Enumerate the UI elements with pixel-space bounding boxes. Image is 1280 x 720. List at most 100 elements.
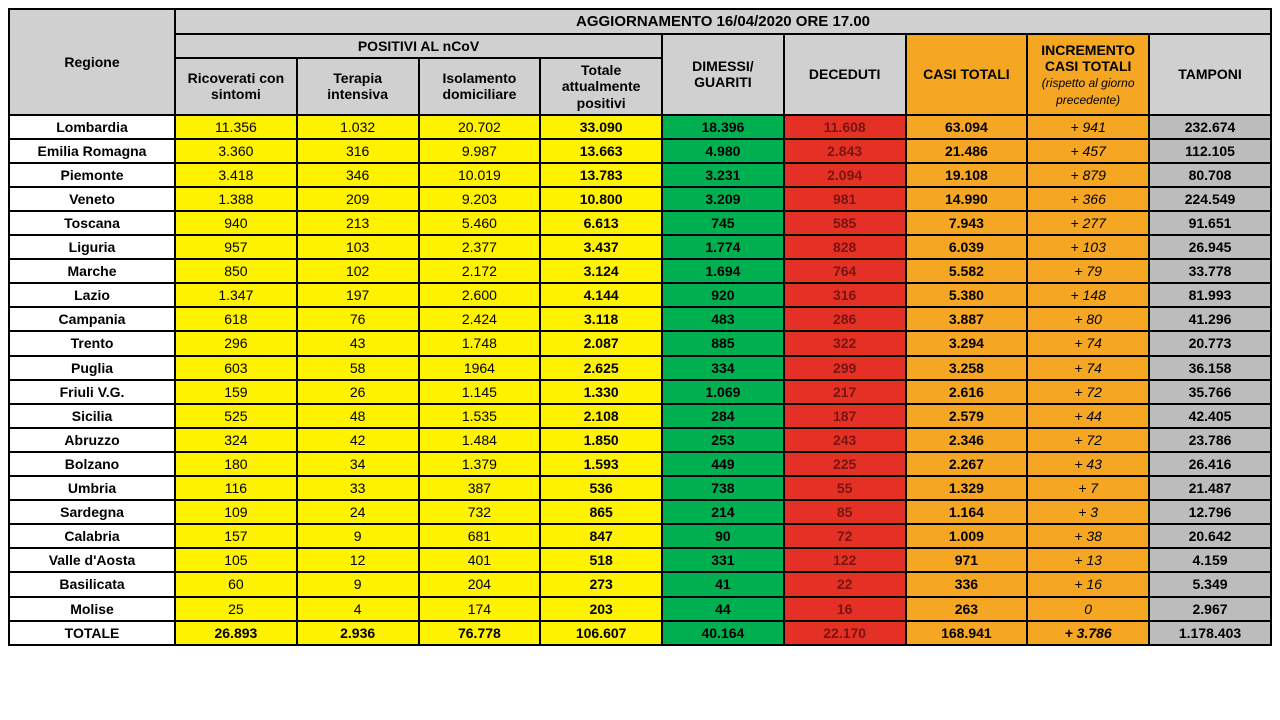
- cell-dim: 745: [662, 211, 784, 235]
- cell-tam: 80.708: [1149, 163, 1271, 187]
- table-row: Marche8501022.1723.1241.6947645.582+ 793…: [9, 259, 1271, 283]
- cell-dec: 316: [784, 283, 906, 307]
- cell-tam: 4.159: [1149, 548, 1271, 572]
- hdr-ricoverati: Ricoverati con sintomi: [175, 58, 297, 114]
- cell-dec: 217: [784, 380, 906, 404]
- cell-ric: 25: [175, 597, 297, 621]
- table-row: Lombardia11.3561.03220.70233.09018.39611…: [9, 115, 1271, 139]
- cell-iso: 5.460: [419, 211, 541, 235]
- cell-ric: 324: [175, 428, 297, 452]
- cell-tam: 35.766: [1149, 380, 1271, 404]
- cell-tam: 26.945: [1149, 235, 1271, 259]
- cell-ric: 11.356: [175, 115, 297, 139]
- cell-inc: + 148: [1027, 283, 1149, 307]
- cell-inc: + 38: [1027, 524, 1149, 548]
- cell-ter: 2.936: [297, 621, 419, 645]
- cell-cas: 2.346: [906, 428, 1028, 452]
- cell-ter: 33: [297, 476, 419, 500]
- cell-ric: 109: [175, 500, 297, 524]
- cell-tam: 20.642: [1149, 524, 1271, 548]
- cell-ric: 180: [175, 452, 297, 476]
- cell-dim: 40.164: [662, 621, 784, 645]
- cell-reg: Marche: [9, 259, 175, 283]
- cell-dec: 243: [784, 428, 906, 452]
- table-row: Piemonte3.41834610.01913.7833.2312.09419…: [9, 163, 1271, 187]
- cell-dim: 1.694: [662, 259, 784, 283]
- cell-dim: 18.396: [662, 115, 784, 139]
- cell-ric: 1.347: [175, 283, 297, 307]
- table-row: Calabria157968184790721.009+ 3820.642: [9, 524, 1271, 548]
- cell-inc: + 72: [1027, 428, 1149, 452]
- cell-iso: 76.778: [419, 621, 541, 645]
- cell-dec: 22.170: [784, 621, 906, 645]
- cell-cas: 1.009: [906, 524, 1028, 548]
- table-row: Molise254174203441626302.967: [9, 597, 1271, 621]
- cell-inc: + 941: [1027, 115, 1149, 139]
- table-row: Trento296431.7482.0878853223.294+ 7420.7…: [9, 331, 1271, 355]
- cell-ric: 525: [175, 404, 297, 428]
- cell-iso: 1.535: [419, 404, 541, 428]
- cell-dec: 322: [784, 331, 906, 355]
- table-row: Sardegna10924732865214851.164+ 312.796: [9, 500, 1271, 524]
- table-row: Emilia Romagna3.3603169.98713.6634.9802.…: [9, 139, 1271, 163]
- cell-iso: 681: [419, 524, 541, 548]
- cell-ric: 60: [175, 572, 297, 596]
- cell-ric: 157: [175, 524, 297, 548]
- cell-ter: 76: [297, 307, 419, 331]
- cell-iso: 2.424: [419, 307, 541, 331]
- cell-ter: 43: [297, 331, 419, 355]
- cell-tot: 106.607: [540, 621, 662, 645]
- cell-ric: 26.893: [175, 621, 297, 645]
- cell-tam: 42.405: [1149, 404, 1271, 428]
- cell-reg: Basilicata: [9, 572, 175, 596]
- cell-tam: 81.993: [1149, 283, 1271, 307]
- cell-dim: 738: [662, 476, 784, 500]
- cell-dec: 187: [784, 404, 906, 428]
- cell-tam: 232.674: [1149, 115, 1271, 139]
- cell-reg: Umbria: [9, 476, 175, 500]
- cell-tot: 536: [540, 476, 662, 500]
- cell-reg: Bolzano: [9, 452, 175, 476]
- cell-reg: Valle d'Aosta: [9, 548, 175, 572]
- cell-ric: 1.388: [175, 187, 297, 211]
- table-row: Umbria11633387536738551.329+ 721.487: [9, 476, 1271, 500]
- cell-dim: 1.774: [662, 235, 784, 259]
- cell-dim: 920: [662, 283, 784, 307]
- cell-tam: 12.796: [1149, 500, 1271, 524]
- hdr-casi-totali: CASI TOTALI: [906, 34, 1028, 114]
- cell-ter: 102: [297, 259, 419, 283]
- cell-ric: 105: [175, 548, 297, 572]
- hdr-dimessi: DIMESSI/ GUARITI: [662, 34, 784, 114]
- cell-ric: 957: [175, 235, 297, 259]
- cell-tam: 112.105: [1149, 139, 1271, 163]
- cell-dim: 331: [662, 548, 784, 572]
- cell-dec: 828: [784, 235, 906, 259]
- table-row: Puglia6035819642.6253342993.258+ 7436.15…: [9, 356, 1271, 380]
- table-row: Friuli V.G.159261.1451.3301.0692172.616+…: [9, 380, 1271, 404]
- cell-iso: 9.987: [419, 139, 541, 163]
- cell-tot: 203: [540, 597, 662, 621]
- cell-reg: Veneto: [9, 187, 175, 211]
- cell-tot: 865: [540, 500, 662, 524]
- cell-tot: 3.437: [540, 235, 662, 259]
- cell-dim: 483: [662, 307, 784, 331]
- cell-ric: 296: [175, 331, 297, 355]
- cell-ter: 346: [297, 163, 419, 187]
- cell-tot: 1.330: [540, 380, 662, 404]
- cell-tot: 6.613: [540, 211, 662, 235]
- cell-dec: 2.094: [784, 163, 906, 187]
- cell-iso: 1964: [419, 356, 541, 380]
- cell-tot: 13.783: [540, 163, 662, 187]
- cell-iso: 1.748: [419, 331, 541, 355]
- cell-inc: + 74: [1027, 356, 1149, 380]
- cell-tot: 847: [540, 524, 662, 548]
- cell-dim: 253: [662, 428, 784, 452]
- cell-ter: 1.032: [297, 115, 419, 139]
- cell-dim: 44: [662, 597, 784, 621]
- cell-iso: 1.484: [419, 428, 541, 452]
- cell-cas: 3.258: [906, 356, 1028, 380]
- cell-inc: + 43: [1027, 452, 1149, 476]
- hdr-tamponi: TAMPONI: [1149, 34, 1271, 114]
- cell-dim: 284: [662, 404, 784, 428]
- cell-iso: 9.203: [419, 187, 541, 211]
